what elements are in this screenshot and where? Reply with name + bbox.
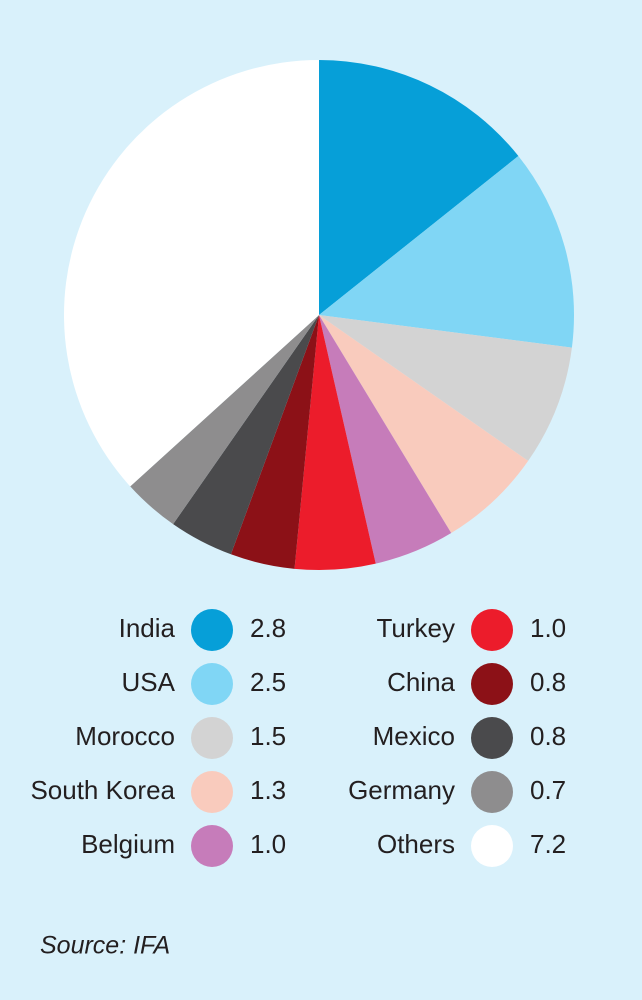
legend-label: Belgium — [81, 829, 175, 859]
legend-value: 1.0 — [250, 829, 286, 859]
pie-slice — [319, 315, 452, 564]
pie-slice — [319, 156, 574, 348]
legend-value: 2.8 — [250, 613, 286, 643]
pie-slice — [319, 315, 529, 534]
pie-slice — [130, 315, 319, 525]
legend-swatch — [471, 717, 513, 759]
pie — [63, 60, 574, 570]
legend-swatch — [471, 771, 513, 813]
legend-swatch — [191, 771, 233, 813]
legend-value: 7.2 — [530, 829, 566, 859]
legend-label: India — [119, 613, 176, 643]
legend-swatch — [471, 609, 513, 651]
pie-slice — [319, 315, 572, 461]
legend-label: Mexico — [373, 721, 455, 751]
legend-label: Morocco — [75, 721, 175, 751]
legend: India 2.8 USA 2.5 Morocco 1.5 South Korea 1.3 Be… — [30, 609, 566, 867]
pie-slice — [63, 60, 319, 487]
source: Source: IFA — [40, 932, 170, 960]
pie-slice — [173, 315, 319, 555]
legend-value: 1.3 — [250, 775, 286, 805]
legend-value: 0.8 — [530, 667, 566, 697]
legend-swatch — [191, 609, 233, 651]
legend-label: South Korea — [30, 775, 175, 805]
legend-value: 2.5 — [250, 667, 286, 697]
legend-label: Turkey — [377, 613, 456, 643]
legend-swatch — [191, 717, 233, 759]
legend-swatch — [191, 663, 233, 705]
legend-label: China — [387, 667, 455, 697]
pie-slice — [294, 315, 376, 570]
legend-label: USA — [122, 667, 176, 697]
legend-swatch — [471, 825, 513, 867]
legend-swatch — [471, 663, 513, 705]
legend-value: 0.8 — [530, 721, 566, 751]
legend-label: Others — [377, 829, 455, 859]
legend-value: 1.5 — [250, 721, 286, 751]
legend-value: 0.7 — [530, 775, 566, 805]
pie-slice — [230, 315, 319, 569]
pie-slice — [319, 60, 519, 315]
legend-label: Germany — [348, 775, 455, 805]
legend-value: 1.0 — [530, 613, 566, 643]
legend-swatch — [191, 825, 233, 867]
